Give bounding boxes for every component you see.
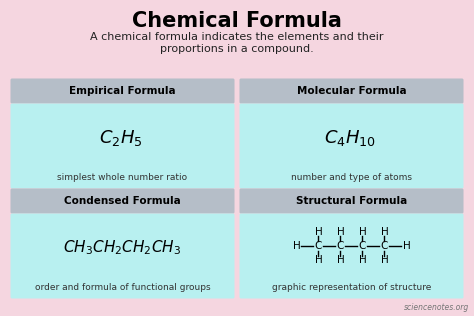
Text: number and type of atoms: number and type of atoms: [291, 173, 412, 183]
Text: $C_4H_{10}$: $C_4H_{10}$: [324, 128, 375, 148]
Text: Condensed Formula: Condensed Formula: [64, 196, 181, 206]
Text: $C_2H_5$: $C_2H_5$: [99, 128, 142, 148]
Text: Chemical Formula: Chemical Formula: [132, 11, 342, 31]
Text: order and formula of functional groups: order and formula of functional groups: [35, 283, 210, 293]
Text: H: H: [337, 255, 345, 265]
Text: $CH_3CH_2CH_2CH_3$: $CH_3CH_2CH_2CH_3$: [64, 239, 182, 257]
FancyBboxPatch shape: [10, 78, 235, 104]
Text: H: H: [315, 227, 322, 237]
FancyBboxPatch shape: [239, 214, 464, 299]
Text: Structural Formula: Structural Formula: [296, 196, 407, 206]
Text: C: C: [315, 241, 322, 251]
Text: Molecular Formula: Molecular Formula: [297, 86, 406, 96]
Text: H: H: [292, 241, 301, 251]
Text: H: H: [337, 227, 345, 237]
Text: C: C: [337, 241, 344, 251]
Text: simplest whole number ratio: simplest whole number ratio: [57, 173, 188, 183]
Text: proportions in a compound.: proportions in a compound.: [160, 44, 314, 54]
Text: H: H: [402, 241, 410, 251]
Text: C: C: [359, 241, 366, 251]
Text: graphic representation of structure: graphic representation of structure: [272, 283, 431, 293]
Text: H: H: [381, 227, 388, 237]
Text: sciencenotes.org: sciencenotes.org: [404, 303, 469, 312]
Text: H: H: [315, 255, 322, 265]
FancyBboxPatch shape: [239, 78, 464, 104]
Text: H: H: [381, 255, 388, 265]
Text: H: H: [359, 227, 366, 237]
FancyBboxPatch shape: [239, 189, 464, 214]
Text: C: C: [381, 241, 388, 251]
Text: H: H: [359, 255, 366, 265]
FancyBboxPatch shape: [10, 189, 235, 214]
Text: A chemical formula indicates the elements and their: A chemical formula indicates the element…: [90, 32, 384, 42]
FancyBboxPatch shape: [10, 214, 235, 299]
Text: Empirical Formula: Empirical Formula: [69, 86, 176, 96]
FancyBboxPatch shape: [239, 104, 464, 189]
FancyBboxPatch shape: [10, 104, 235, 189]
